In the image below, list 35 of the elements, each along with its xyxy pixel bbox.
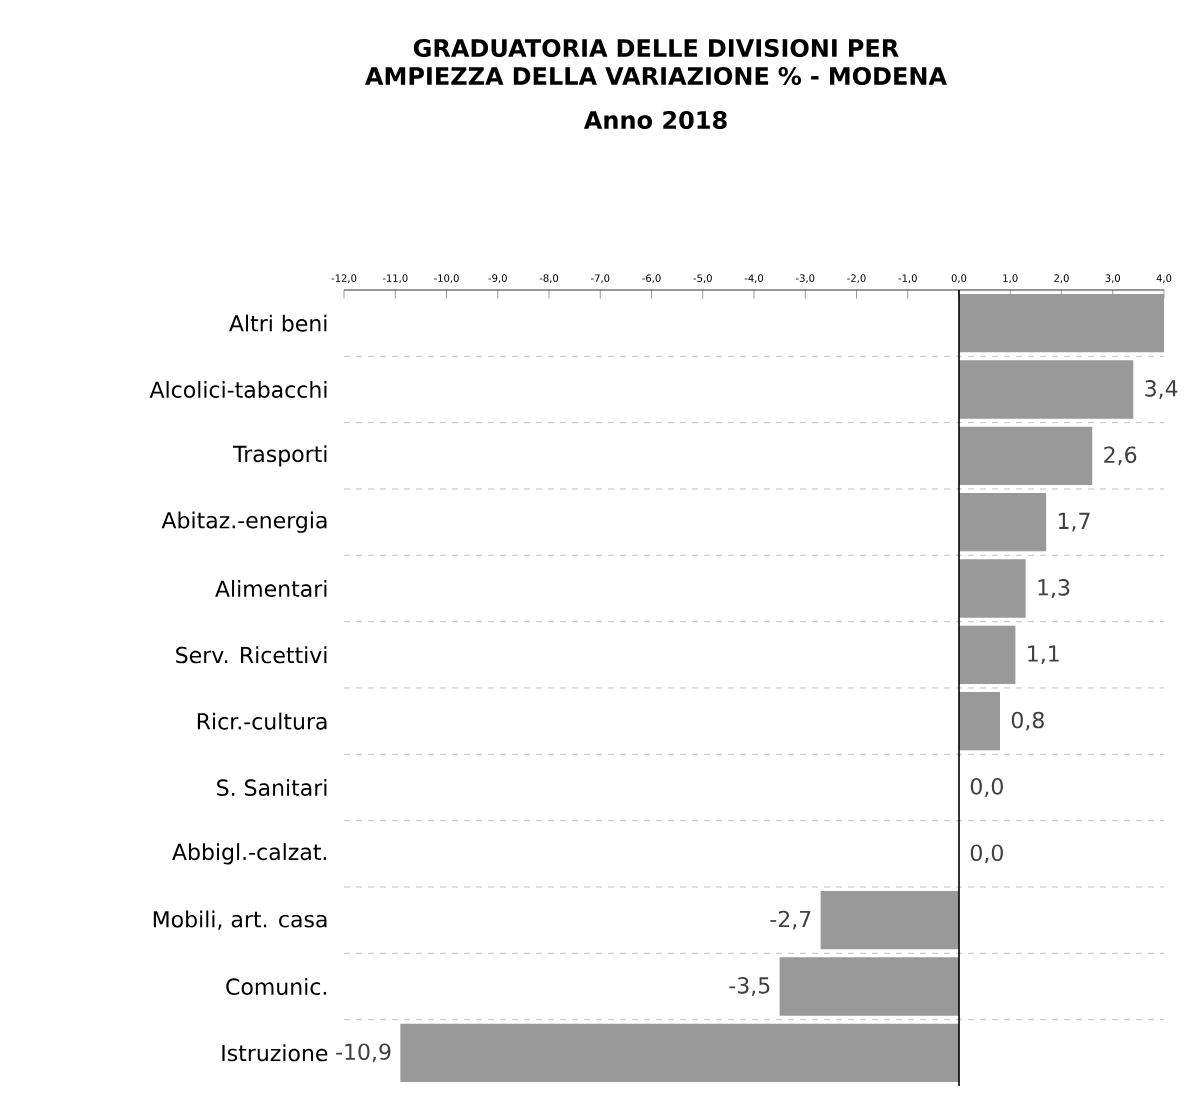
bar (959, 691, 1000, 751)
y-tick-label: Istruzione (222, 1044, 328, 1062)
y-tick-label: Comunic. (226, 977, 327, 995)
data-label: 2,6 (1104, 446, 1137, 466)
bar (959, 293, 1164, 353)
bar (959, 360, 1134, 419)
y-tick-label: S. Sanitari (217, 778, 327, 796)
data-label: 0,8 (1011, 711, 1044, 731)
chart-title: GRADUATORIA DELLE DIVISIONI PER AMPIEZZA DELLA VARIAZIONE % - MODENA (365, 38, 947, 86)
chart-subtitle: Anno 2018 (583, 110, 727, 130)
y-tick-label: Ricr.-cultura (197, 712, 327, 730)
y-tick-label: Serv. Ricettivi (176, 646, 327, 664)
data-label: 1,7 (1058, 512, 1090, 532)
data-label: 1,3 (1038, 579, 1070, 598)
data-label: 1,1 (1028, 645, 1059, 665)
y-tick-label: Abitaz.-energia (161, 511, 327, 533)
bar (959, 492, 1047, 552)
y-tick-label: Alimentari (215, 579, 327, 597)
y-tick-label: Trasporti (232, 445, 327, 467)
data-label: 3,4 (1145, 380, 1178, 399)
data-label: -10,9 (336, 1043, 391, 1063)
y-tick-label: Abbigl.-calzat. (172, 843, 327, 865)
bar (959, 426, 1093, 486)
y-tick-label: Mobili, art. casa (153, 910, 327, 930)
data-label: -2,7 (770, 910, 811, 930)
bar (959, 625, 1016, 685)
y-tick-label: Altri beni (229, 314, 327, 332)
bar (779, 957, 959, 1016)
data-label: 0,0 (970, 778, 1003, 797)
bar (959, 559, 1026, 618)
data-label: 0,0 (970, 844, 1003, 864)
bar (400, 1023, 959, 1082)
data-label: -3,5 (729, 977, 770, 996)
y-tick-label: Alcolici-tabacchi (149, 380, 327, 398)
bar (820, 890, 959, 950)
